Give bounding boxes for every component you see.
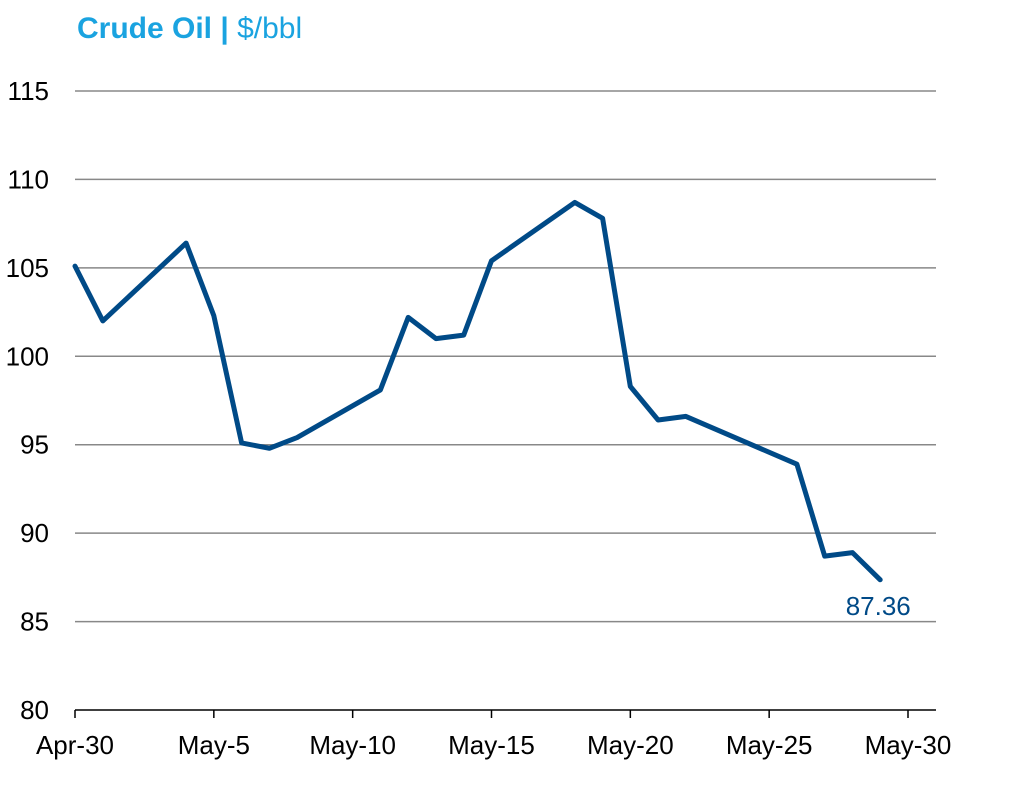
y-tick-label: 105	[6, 253, 49, 283]
x-tick-label: May-30	[865, 730, 952, 760]
x-tick-label: May-20	[587, 730, 674, 760]
x-tick-labels: Apr-30 May-5 May-10 May-15 May-20 May-25 May-3…	[36, 730, 951, 760]
x-tick-label: May-15	[448, 730, 535, 760]
y-tick-label: 100	[6, 341, 49, 371]
y-tick-label: 115	[8, 76, 49, 106]
x-tick-label: May-25	[726, 730, 813, 760]
data-labels: 87.36	[846, 591, 911, 621]
title-unit: $/bbl	[237, 12, 303, 45]
title-main: Crude Oil	[77, 12, 213, 45]
chart-title: Crude Oil | $/bbl	[77, 12, 302, 46]
x-axis	[74, 709, 936, 718]
title-separator: |	[212, 12, 238, 45]
y-tick-label: 80	[20, 695, 49, 725]
y-tick-label: 85	[20, 607, 49, 637]
last-value-label: 87.36	[846, 591, 911, 621]
y-tick-labels: 80 85 90 95 100 105 110 115	[6, 76, 49, 725]
x-tick-label: Apr-30	[36, 730, 114, 760]
series	[72, 199, 883, 583]
y-tick-label: 95	[20, 430, 49, 460]
x-tick-label: May-5	[178, 730, 250, 760]
y-tick-label: 110	[8, 164, 49, 194]
x-tick-label: May-10	[309, 730, 396, 760]
y-tick-label: 90	[20, 518, 49, 548]
series-line-0	[72, 199, 883, 583]
gridlines	[75, 90, 936, 623]
